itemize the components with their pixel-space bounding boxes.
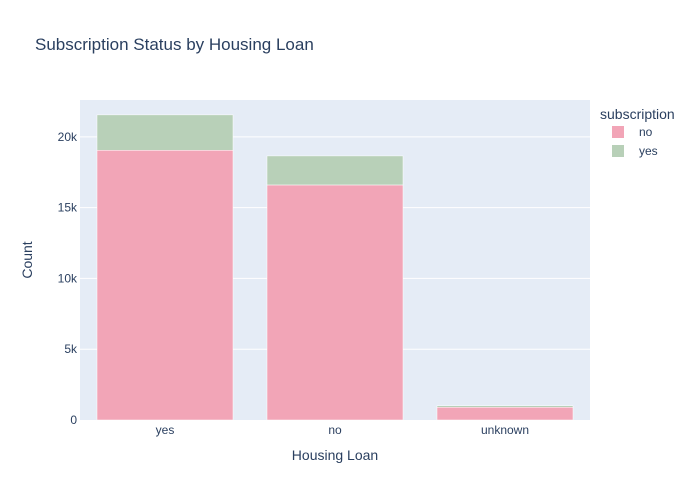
y-tick-label: 20k (58, 130, 78, 144)
x-tick-label: yes (156, 423, 175, 437)
bars (96, 114, 574, 421)
legend-swatch-yes (612, 145, 624, 157)
bar-yes-yes (96, 114, 234, 151)
x-axis-title: Housing Loan (292, 447, 378, 463)
bar-no-no (266, 184, 404, 421)
x-tick-label: unknown (481, 423, 529, 437)
x-tick-label: no (328, 423, 342, 437)
legend-label-yes: yes (639, 144, 658, 158)
y-tick-label: 10k (58, 271, 78, 285)
legend-swatch-no (612, 126, 624, 138)
bar-yes-unknown (436, 405, 574, 408)
bar-yes-no (266, 155, 404, 186)
bar-no-unknown (436, 407, 574, 421)
chart-title: Subscription Status by Housing Loan (35, 35, 314, 54)
legend-title: subscription (600, 106, 675, 122)
legend: subscription no yes (600, 106, 675, 158)
legend-label-no: no (639, 125, 653, 139)
x-tick-labels: yes no unknown (156, 423, 529, 437)
y-tick-label: 15k (58, 201, 78, 215)
y-axis-title: Count (19, 241, 35, 278)
bar-no-yes (96, 150, 234, 421)
y-tick-label: 0 (70, 413, 77, 427)
y-tick-label: 5k (64, 342, 78, 356)
y-tick-labels: 0 5k 10k 15k 20k (58, 130, 78, 427)
